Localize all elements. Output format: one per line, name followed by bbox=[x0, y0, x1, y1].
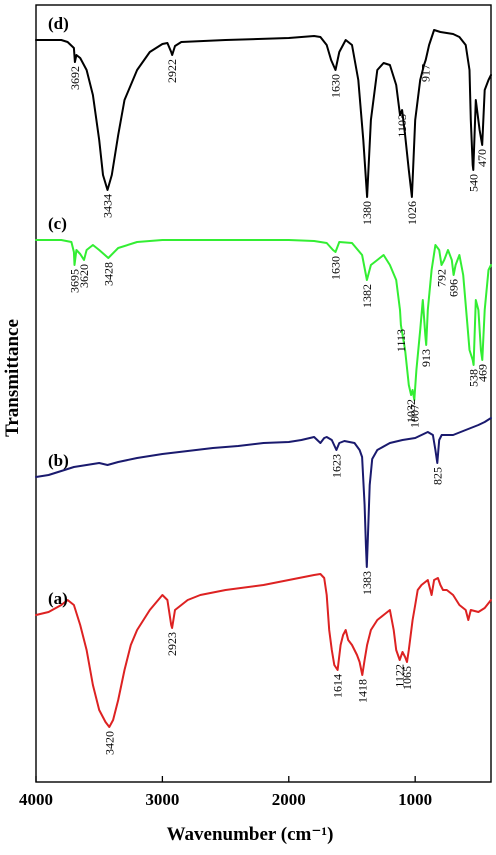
x-tick-label: 1000 bbox=[398, 790, 432, 809]
peak-label: 1630 bbox=[329, 74, 343, 98]
series-line-c bbox=[35, 239, 492, 401]
peak-label: 3692 bbox=[68, 66, 82, 90]
peak-label: 1380 bbox=[360, 201, 374, 225]
series-line-b bbox=[35, 417, 492, 568]
series-label-b: (b) bbox=[48, 451, 69, 470]
peak-label: 792 bbox=[435, 269, 449, 287]
series-label-a: (a) bbox=[48, 589, 68, 608]
peak-label: 3620 bbox=[77, 264, 91, 288]
y-axis-title: Transmittance bbox=[2, 319, 23, 437]
peak-label: 1032 bbox=[404, 399, 418, 423]
peak-annotations: 3692 2922 3434 1630 1380 1103 1026 917 540 470 369… bbox=[68, 59, 490, 755]
peak-label: 917 bbox=[419, 64, 433, 82]
peak-label: 1113 bbox=[394, 329, 408, 352]
peak-label: 3420 bbox=[102, 731, 116, 755]
peak-label: 1630 bbox=[329, 256, 343, 280]
peak-label: 825 bbox=[430, 467, 444, 485]
peak-label: 1007 bbox=[407, 404, 421, 428]
x-tick-label: 3000 bbox=[145, 790, 179, 809]
peak-label: 2922 bbox=[165, 59, 179, 83]
x-tick-label: 2000 bbox=[272, 790, 306, 809]
peak-label: 3428 bbox=[101, 262, 115, 286]
series-label-d: (d) bbox=[48, 14, 69, 33]
panel-labels: (d) (c) (b) (a) bbox=[48, 14, 69, 608]
peak-label: 1382 bbox=[360, 284, 374, 308]
series-line-a bbox=[35, 573, 492, 728]
peak-label: 1383 bbox=[360, 571, 374, 595]
x-axis-title: Wavenumber (cm⁻¹) bbox=[167, 824, 334, 845]
plot-frame bbox=[35, 4, 492, 783]
peak-label: 1418 bbox=[355, 679, 369, 703]
peak-label: 1122 bbox=[393, 664, 407, 688]
peak-label: 538 bbox=[467, 369, 481, 387]
peak-label: 2923 bbox=[165, 632, 179, 656]
x-axis-ticks: 4000 3000 2000 1000 bbox=[19, 776, 432, 809]
peak-label: 1103 bbox=[395, 114, 409, 138]
peak-label: 696 bbox=[447, 279, 461, 297]
peak-label: 469 bbox=[475, 364, 489, 382]
peak-label: 1026 bbox=[405, 201, 419, 225]
peak-label: 3695 bbox=[68, 269, 82, 293]
peak-label: 540 bbox=[466, 174, 480, 192]
series-line-d bbox=[35, 29, 492, 198]
peak-label: 1614 bbox=[331, 674, 345, 698]
spectra-series bbox=[35, 29, 492, 728]
series-label-c: (c) bbox=[48, 214, 67, 233]
peak-label: 1065 bbox=[400, 666, 414, 690]
x-tick-label: 4000 bbox=[19, 790, 53, 809]
peak-label: 3434 bbox=[101, 194, 115, 218]
peak-label: 913 bbox=[419, 349, 433, 367]
peak-label: 1623 bbox=[329, 454, 343, 478]
peak-label: 470 bbox=[475, 149, 489, 167]
